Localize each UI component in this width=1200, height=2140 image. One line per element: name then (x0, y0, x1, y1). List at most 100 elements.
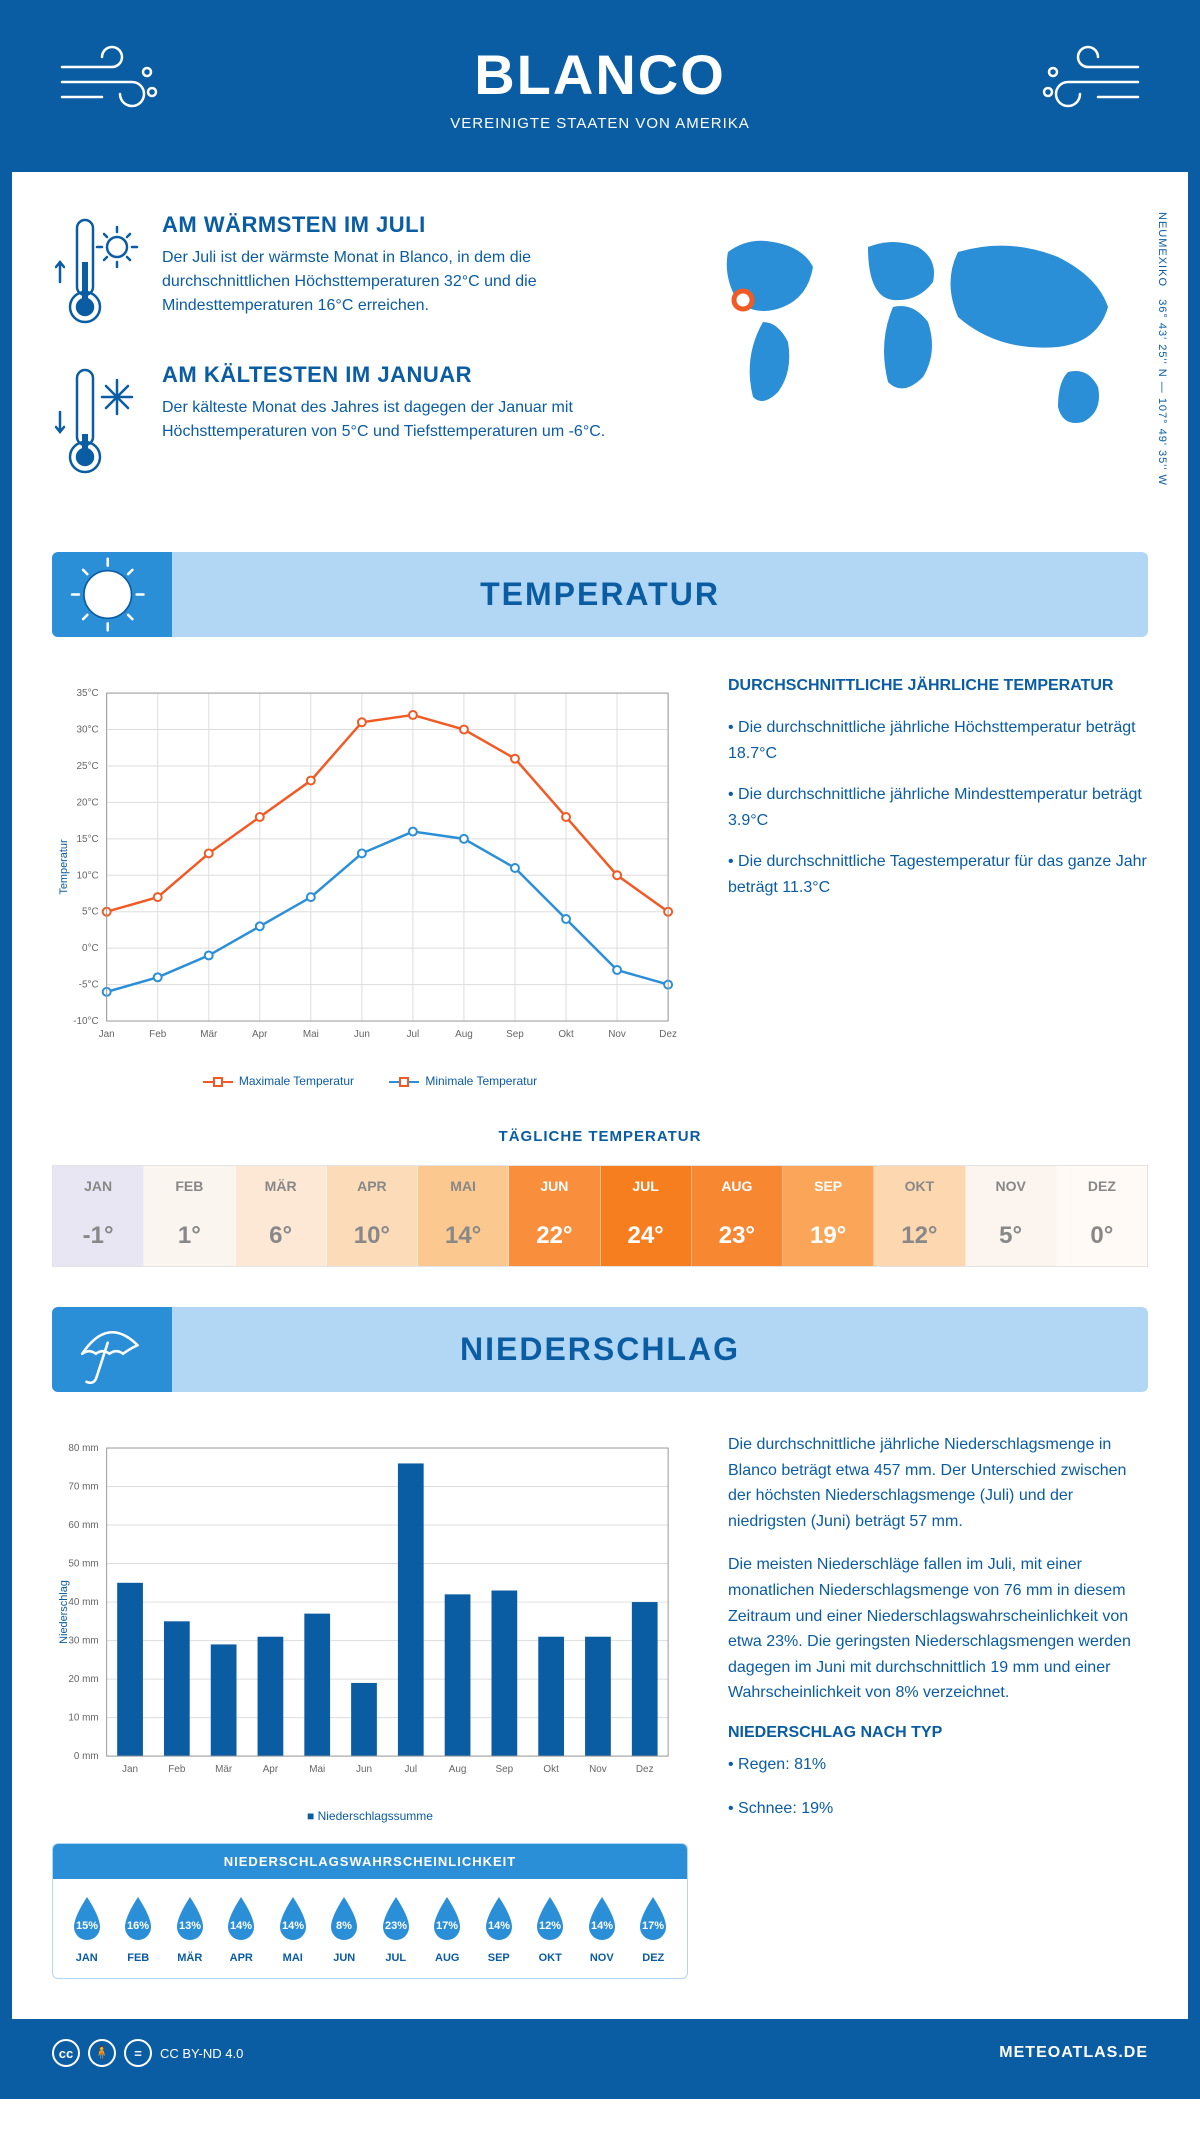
svg-text:Jul: Jul (407, 1029, 420, 1040)
svg-text:Feb: Feb (149, 1029, 167, 1040)
svg-text:15°C: 15°C (77, 834, 99, 845)
umbrella-icon (52, 1307, 172, 1392)
precip-legend: ■ Niederschlagssumme (52, 1809, 688, 1823)
prob-cell: 8%JUN (319, 1893, 371, 1964)
svg-text:14%: 14% (591, 1920, 613, 1932)
prob-cell: 17%DEZ (628, 1893, 680, 1964)
svg-text:-10°C: -10°C (73, 1016, 98, 1027)
warmest-card: AM WÄRMSTEN IM JULI Der Juli ist der wär… (52, 212, 628, 332)
intro-section: AM WÄRMSTEN IM JULI Der Juli ist der wär… (12, 172, 1188, 552)
cc-icon: cc (52, 2039, 80, 2067)
temp-cell: JAN-1° (53, 1166, 144, 1266)
svg-text:23%: 23% (385, 1920, 407, 1932)
svg-text:80 mm: 80 mm (68, 1443, 98, 1454)
svg-text:10 mm: 10 mm (68, 1713, 98, 1724)
svg-text:Dez: Dez (636, 1764, 654, 1775)
svg-text:70 mm: 70 mm (68, 1482, 98, 1493)
precipitation-banner: NIEDERSCHLAG (52, 1307, 1148, 1392)
world-map (668, 212, 1148, 472)
svg-text:35°C: 35°C (77, 688, 99, 699)
svg-text:-5°C: -5°C (79, 980, 99, 991)
svg-text:8%: 8% (336, 1920, 352, 1932)
thermometer-cold-icon (52, 362, 142, 482)
site-name: METEOATLAS.DE (999, 2044, 1148, 2062)
drop-icon: 14% (274, 1893, 312, 1941)
thermometer-hot-icon (52, 212, 142, 332)
svg-text:Jan: Jan (122, 1764, 138, 1775)
svg-text:Okt: Okt (543, 1764, 559, 1775)
by-icon: 🧍 (88, 2039, 116, 2067)
svg-text:0 mm: 0 mm (74, 1751, 99, 1762)
prob-cell: 14%SEP (473, 1893, 525, 1964)
drop-icon: 15% (68, 1893, 106, 1941)
svg-text:20 mm: 20 mm (68, 1674, 98, 1685)
svg-text:30 mm: 30 mm (68, 1636, 98, 1647)
warmest-text: Der Juli ist der wärmste Monat in Blanco… (162, 246, 628, 318)
temp-cell: MAI14° (418, 1166, 509, 1266)
svg-text:Feb: Feb (168, 1764, 186, 1775)
coldest-title: AM KÄLTESTEN IM JANUAR (162, 362, 628, 388)
svg-text:Dez: Dez (659, 1029, 677, 1040)
license: cc 🧍 = CC BY-ND 4.0 (52, 2039, 243, 2067)
svg-text:Okt: Okt (558, 1029, 574, 1040)
drop-icon: 13% (171, 1893, 209, 1941)
svg-text:Jan: Jan (99, 1029, 115, 1040)
svg-text:50 mm: 50 mm (68, 1559, 98, 1570)
svg-text:30°C: 30°C (77, 725, 99, 736)
svg-text:25°C: 25°C (77, 761, 99, 772)
drop-icon: 8% (325, 1893, 363, 1941)
sun-icon (52, 552, 172, 637)
drop-icon: 17% (428, 1893, 466, 1941)
svg-text:Mai: Mai (303, 1029, 319, 1040)
wind-icon (1028, 42, 1148, 122)
svg-text:Aug: Aug (455, 1029, 473, 1040)
prob-cell: 16%FEB (113, 1893, 165, 1964)
drop-icon: 14% (480, 1893, 518, 1941)
svg-text:Aug: Aug (449, 1764, 467, 1775)
page-title: BLANCO (52, 42, 1148, 107)
temp-cell: JUL24° (601, 1166, 692, 1266)
svg-text:Temperatur: Temperatur (58, 839, 70, 895)
svg-text:5°C: 5°C (82, 907, 99, 918)
coordinates: NEUMEXIKO 36° 43' 25'' N — 107° 49' 35''… (1156, 212, 1168, 486)
temp-cell: SEP19° (783, 1166, 874, 1266)
warmest-title: AM WÄRMSTEN IM JULI (162, 212, 628, 238)
nd-icon: = (124, 2039, 152, 2067)
svg-text:Mär: Mär (215, 1764, 233, 1775)
prob-cell: 14%NOV (576, 1893, 628, 1964)
temperature-chart: -10°C-5°C0°C5°C10°C15°C20°C25°C30°C35°CJ… (52, 677, 688, 1088)
prob-title: NIEDERSCHLAGSWAHRSCHEINLICHKEIT (53, 1844, 687, 1879)
svg-text:Apr: Apr (263, 1764, 279, 1775)
temp-cell: APR10° (327, 1166, 418, 1266)
daily-temperature: TÄGLICHE TEMPERATUR JAN-1°FEB1°MÄR6°APR1… (12, 1128, 1188, 1307)
drop-icon: 14% (583, 1893, 621, 1941)
svg-text:Niederschlag: Niederschlag (58, 1580, 70, 1644)
svg-text:14%: 14% (488, 1920, 510, 1932)
svg-text:16%: 16% (127, 1920, 149, 1932)
drop-icon: 17% (634, 1893, 672, 1941)
drop-icon: 14% (222, 1893, 260, 1941)
svg-text:17%: 17% (436, 1920, 458, 1932)
svg-text:Jun: Jun (356, 1764, 372, 1775)
drop-icon: 23% (377, 1893, 415, 1941)
svg-text:17%: 17% (642, 1920, 664, 1932)
temp-cell: FEB1° (144, 1166, 235, 1266)
prob-cell: 13%MÄR (164, 1893, 216, 1964)
temp-cell: AUG23° (692, 1166, 783, 1266)
prob-cell: 14%APR (216, 1893, 268, 1964)
daily-temp-title: TÄGLICHE TEMPERATUR (52, 1128, 1148, 1145)
wind-icon (52, 42, 172, 122)
svg-text:13%: 13% (179, 1920, 201, 1932)
svg-text:Apr: Apr (252, 1029, 268, 1040)
temperature-banner: TEMPERATUR (52, 552, 1148, 637)
svg-text:Nov: Nov (608, 1029, 626, 1040)
svg-text:Sep: Sep (496, 1764, 514, 1775)
header: BLANCO VEREINIGTE STAATEN VON AMERIKA (12, 12, 1188, 172)
section-title: TEMPERATUR (52, 576, 1148, 613)
prob-cell: 17%AUG (422, 1893, 474, 1964)
precipitation-info: Die durchschnittliche jährliche Niedersc… (728, 1432, 1148, 1979)
temp-legend: .legend-swatch:nth-of-type(1)::before{bo… (52, 1074, 688, 1088)
svg-text:Mai: Mai (309, 1764, 325, 1775)
temp-cell: OKT12° (874, 1166, 965, 1266)
temp-cell: JUN22° (509, 1166, 600, 1266)
